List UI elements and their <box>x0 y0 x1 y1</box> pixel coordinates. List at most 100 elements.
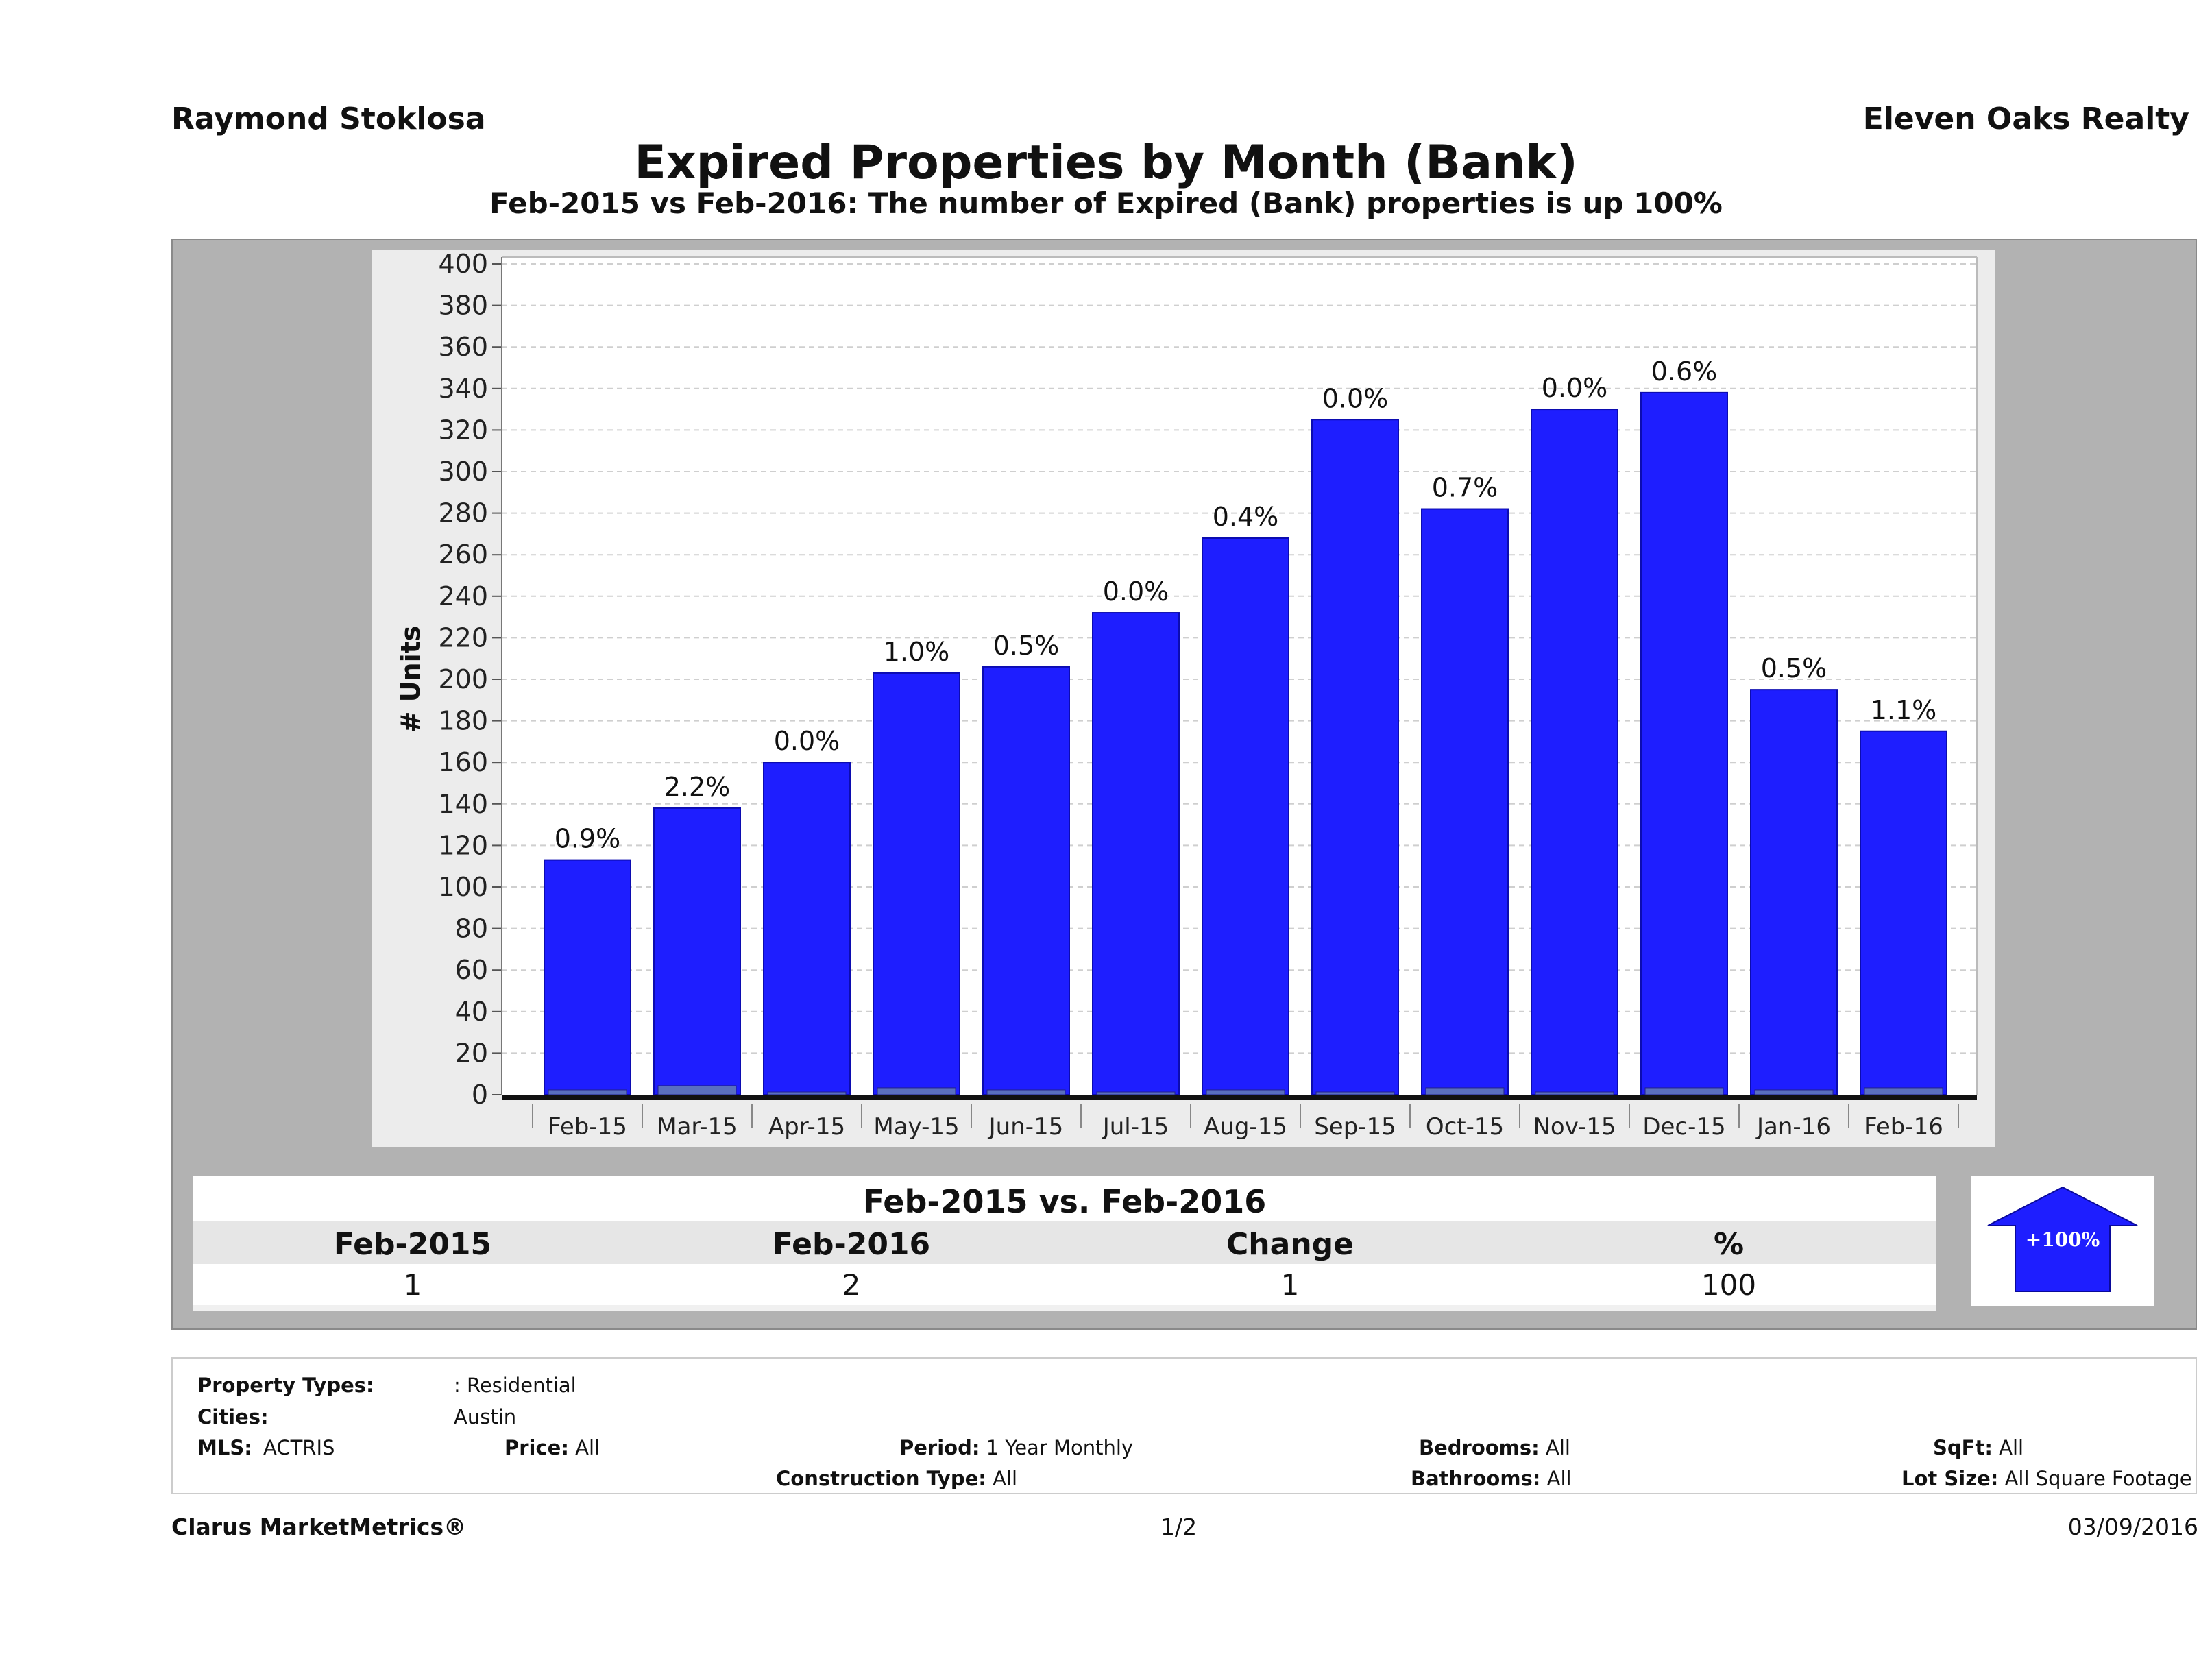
y-tick-label: 180 <box>438 706 488 736</box>
data-label: 1.0% <box>884 637 950 667</box>
comparison-value-feb-2015: 1 <box>403 1268 422 1302</box>
x-tick-label: Mar-15 <box>657 1113 738 1141</box>
agent-name: Raymond Stoklosa <box>171 101 486 136</box>
period-label: Period: <box>899 1436 980 1459</box>
x-tick-label: May-15 <box>873 1113 959 1141</box>
footer-date: 03/09/2016 <box>2067 1513 2198 1540</box>
y-tick-label: 260 <box>438 539 488 570</box>
bank-bar-nov-15 <box>1535 1091 1614 1095</box>
comparison-title-row: Feb-2015 vs. Feb-2016 <box>193 1176 1936 1221</box>
data-label: 0.0% <box>1103 576 1169 607</box>
comparison-value-change: 1 <box>1280 1268 1300 1302</box>
bank-bar-jul-15 <box>1096 1091 1176 1095</box>
data-label: 0.7% <box>1432 473 1498 503</box>
y-tick-label: 320 <box>438 415 488 445</box>
chart-title: Expired Properties by Month (Bank) <box>634 136 1578 190</box>
sqft-value: All <box>1999 1436 2024 1459</box>
data-label: 1.1% <box>1871 695 1937 725</box>
data-label: 0.4% <box>1213 502 1279 532</box>
cities-label: Cities: <box>197 1405 269 1428</box>
bank-bar-apr-15 <box>767 1091 847 1095</box>
bar-nov-15 <box>1531 409 1618 1096</box>
x-tick-label: Jul-15 <box>1102 1113 1169 1141</box>
comparison-header-feb-2015: Feb-2015 <box>333 1227 492 1262</box>
comparison-value-feb-2016: 2 <box>842 1268 861 1302</box>
data-label: 0.0% <box>1322 383 1389 413</box>
y-tick-label: 140 <box>438 789 488 819</box>
bank-bar-jan-16 <box>1754 1089 1834 1095</box>
bedrooms-label: Bedrooms: <box>1419 1436 1540 1459</box>
x-tick-label: Nov-15 <box>1533 1113 1616 1141</box>
y-tick-label: 300 <box>438 457 488 487</box>
chart-subtitle: Feb-2015 vs Feb-2016: The number of Expi… <box>489 186 1723 220</box>
y-tick-label: 380 <box>438 291 488 321</box>
x-tick-label: Jun-15 <box>988 1113 1064 1141</box>
bank-bar-sep-15 <box>1315 1091 1395 1095</box>
data-label: 0.6% <box>1651 356 1718 387</box>
x-tick-label: Apr-15 <box>768 1113 845 1141</box>
bank-bar-oct-15 <box>1425 1087 1505 1095</box>
comparison-table: Feb-2015 vs. Feb-2016 Feb-2015 Feb-2016 … <box>193 1176 1936 1311</box>
cities-value: Austin <box>454 1405 517 1428</box>
footer-page-number: 1/2 <box>1160 1513 1198 1540</box>
y-tick-label: 280 <box>438 498 488 528</box>
data-label: 2.2% <box>664 772 731 802</box>
chart-panel: 0 20 40 60 80 100 120 140 160 180 200 220 240 260 280 3… <box>372 250 1995 1147</box>
bar-oct-15 <box>1421 508 1509 1096</box>
x-tick-label: Aug-15 <box>1204 1113 1287 1141</box>
bank-bar-may-15 <box>877 1087 956 1095</box>
up-arrow-icon: +100% <box>1987 1186 2138 1292</box>
mls-label: MLS: <box>197 1436 252 1459</box>
bar-jun-15 <box>982 666 1070 1095</box>
comparison-header-row: Feb-2015 Feb-2016 Change % <box>193 1221 1936 1264</box>
data-label: 0.9% <box>555 824 621 854</box>
y-tick-label: 400 <box>438 250 488 279</box>
y-axis-label: # Units <box>396 626 426 733</box>
bar-sep-15 <box>1311 419 1399 1095</box>
comparison-value-percent: 100 <box>1701 1268 1757 1302</box>
x-tick-label: Oct-15 <box>1426 1113 1504 1141</box>
period-value: 1 Year Monthly <box>986 1436 1134 1459</box>
bar-jan-16 <box>1750 689 1838 1095</box>
comparison-value-row: 1 2 1 100 <box>193 1264 1936 1305</box>
property-types-label: Property Types: <box>197 1374 374 1397</box>
construction-type-label: Construction Type: <box>776 1467 986 1490</box>
construction-type-value: All <box>993 1467 1018 1490</box>
bar-dec-15 <box>1640 391 1728 1096</box>
y-tick-label: 200 <box>438 664 488 694</box>
lot-size-value: All Square Footage <box>2004 1467 2192 1490</box>
mls-value: ACTRIS <box>263 1436 335 1459</box>
comparison-title: Feb-2015 vs. Feb-2016 <box>862 1183 1267 1220</box>
y-tick-label: 220 <box>438 622 488 653</box>
bank-bar-dec-15 <box>1644 1087 1724 1095</box>
property-types-value: : Residential <box>454 1374 576 1397</box>
company-name: Eleven Oaks Realty <box>1862 101 2189 136</box>
y-tick-label: 100 <box>438 872 488 902</box>
data-label: 0.5% <box>1761 653 1827 683</box>
y-tick-label: 360 <box>438 332 488 362</box>
comparison-header-change: Change <box>1226 1227 1354 1262</box>
price-label: Price: <box>505 1436 569 1459</box>
sqft-label: SqFt: <box>1933 1436 1993 1459</box>
y-tick-label: 80 <box>455 914 488 944</box>
x-tick-label: Jan-16 <box>1755 1113 1831 1141</box>
x-tick-label: Dec-15 <box>1642 1113 1725 1141</box>
bank-bar-jun-15 <box>986 1089 1066 1095</box>
bar-feb-15 <box>544 859 631 1095</box>
bar-chart: 0 20 40 60 80 100 120 140 160 180 200 220 240 260 280 3… <box>396 250 1978 1141</box>
y-tick-label: 160 <box>438 747 488 777</box>
data-label: 0.5% <box>993 631 1060 661</box>
bathrooms-value: All <box>1546 1467 1572 1490</box>
bank-bar-mar-15 <box>657 1085 737 1095</box>
criteria-box: Property Types: : Residential Cities: Au… <box>171 1357 2197 1494</box>
data-label: 0.0% <box>1542 373 1608 403</box>
x-tick-label: Feb-16 <box>1864 1113 1943 1141</box>
lot-size-label: Lot Size: <box>1901 1467 1999 1490</box>
bar-mar-15 <box>653 807 741 1095</box>
x-tick-label: Sep-15 <box>1314 1113 1396 1141</box>
y-tick-label: 0 <box>472 1080 488 1110</box>
y-tick-label: 60 <box>455 955 488 985</box>
y-tick-label: 240 <box>438 581 488 611</box>
x-tick-label: Feb-15 <box>548 1113 627 1141</box>
comparison-header-percent: % <box>1713 1227 1745 1262</box>
